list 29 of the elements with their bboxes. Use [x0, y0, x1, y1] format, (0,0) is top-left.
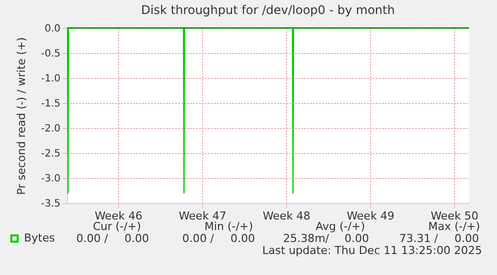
text: Max (-/+) [428, 220, 480, 233]
text: 0.00 [454, 232, 479, 245]
text: Last update: Thu Dec 11 13:25:00 2025 [262, 244, 482, 257]
text: 0.00 [124, 232, 149, 245]
y-tick-label: 0.0 [44, 24, 60, 34]
text: 73.31 / [399, 232, 438, 245]
y-tick-label: -3.5 [40, 198, 60, 210]
text: 25.38m/ [283, 232, 330, 245]
text: Min (-/+) [204, 220, 253, 233]
x-tick-label: Week 50 [430, 210, 478, 222]
text: Avg (-/+) [316, 220, 365, 233]
y-axis-title: Pr second read (-) / write (+) [14, 37, 28, 195]
text: 0.00 [230, 232, 255, 245]
text: 0.00 / [182, 232, 214, 245]
y-tick-label: -1.5 [40, 98, 60, 110]
text: Cur (-/+) [92, 220, 141, 233]
x-tick-label: Week 46 [94, 210, 142, 222]
x-tick-label: Week 49 [346, 210, 394, 222]
y-tick-label: -2.0 [40, 124, 60, 134]
text: 0.00 [344, 232, 369, 245]
legend-label: Bytes [24, 232, 56, 244]
y-tick-label: -1.0 [40, 74, 60, 84]
x-tick-label: Week 47 [178, 210, 226, 222]
y-tick-label: -2.5 [40, 148, 60, 160]
chart-title: Disk throughput for /dev/loop0 - by month [141, 3, 395, 17]
x-tick-label: Week 48 [262, 210, 310, 222]
text: 0.00 / [76, 232, 108, 245]
y-tick-label: -3.0 [40, 174, 60, 184]
y-tick-label: -0.5 [40, 48, 60, 60]
